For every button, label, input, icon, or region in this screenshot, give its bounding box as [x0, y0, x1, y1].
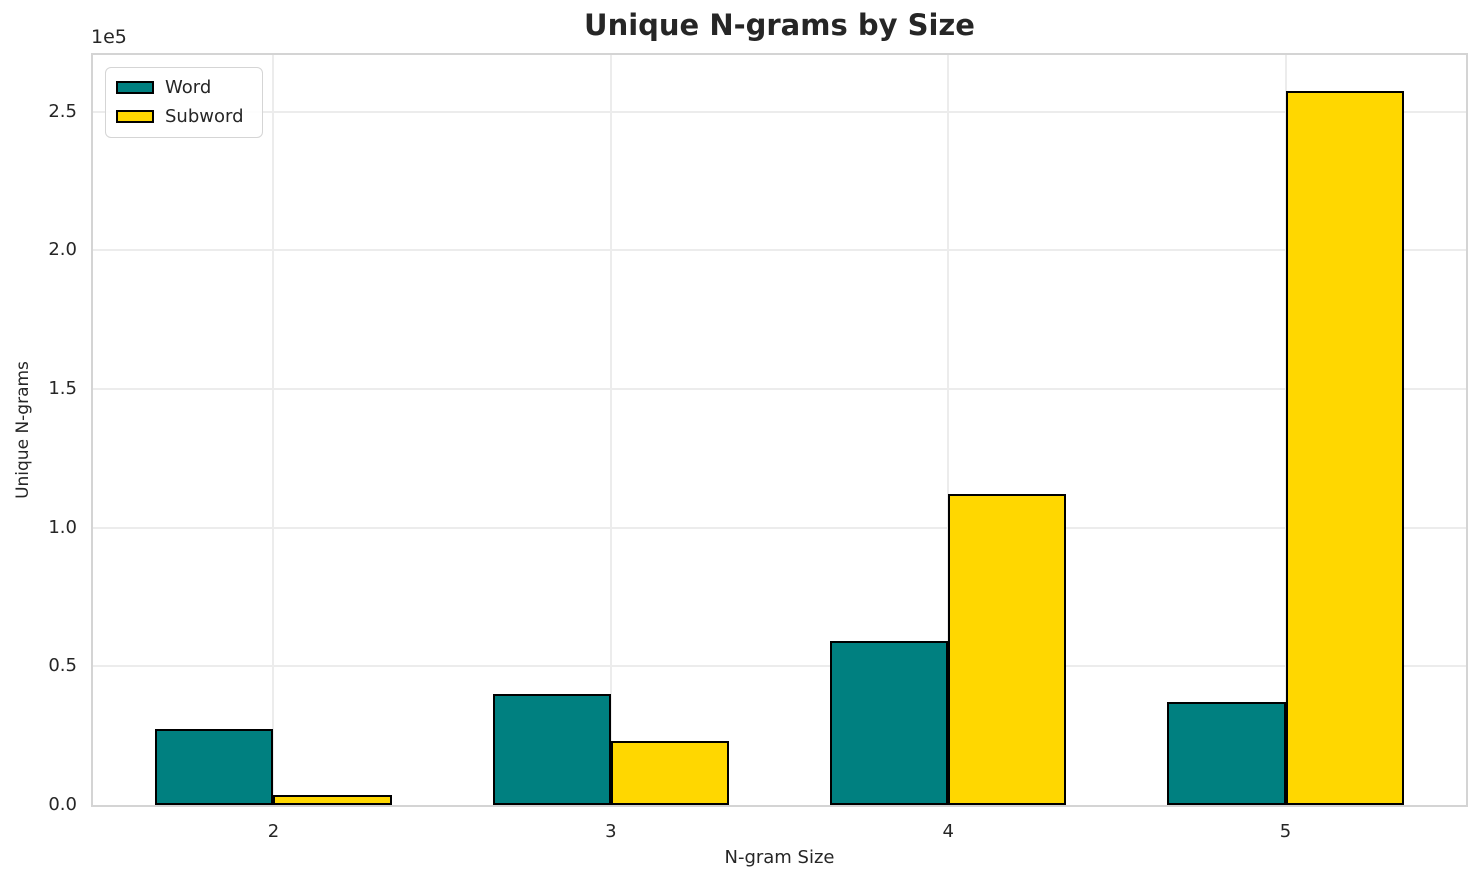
- word-swatch-icon: [116, 81, 154, 95]
- y-axis-offset-text: 1e5: [91, 26, 127, 48]
- x-tick-label: 4: [942, 821, 954, 842]
- gridline-horizontal: [93, 110, 1466, 113]
- y-tick-label: 1.0: [48, 516, 77, 538]
- gridline-vertical: [272, 55, 275, 805]
- y-tick-label: 0.0: [48, 794, 77, 815]
- gridline-horizontal: [93, 665, 1466, 668]
- bar-word-2: [155, 728, 274, 805]
- y-tick-label: 0.5: [48, 655, 77, 677]
- bar-word-3: [492, 694, 611, 805]
- plot-area: Word Subword: [91, 53, 1468, 807]
- legend-label-subword: Subword: [165, 105, 244, 127]
- gridline-horizontal: [93, 526, 1466, 529]
- subword-swatch-icon: [116, 110, 154, 124]
- bar-word-5: [1167, 702, 1286, 805]
- legend-item-word: Word: [116, 78, 244, 98]
- gridline-horizontal: [93, 249, 1466, 252]
- x-tick-label: 3: [605, 821, 617, 842]
- chart-title: Unique N-grams by Size: [584, 8, 975, 42]
- y-tick-label: 2.0: [48, 239, 77, 261]
- bar-word-4: [830, 641, 949, 805]
- legend-label-word: Word: [165, 77, 212, 98]
- legend-item-subword: Subword: [116, 105, 244, 127]
- gridline-vertical: [947, 55, 950, 805]
- gridline-horizontal: [93, 387, 1466, 390]
- y-tick-label: 1.5: [48, 377, 77, 399]
- legend: Word Subword: [105, 67, 263, 138]
- x-axis-label: N-gram Size: [724, 847, 835, 868]
- x-tick-label: 2: [267, 821, 280, 842]
- bar-subword-5: [1285, 90, 1404, 805]
- y-tick-label: 2.5: [48, 100, 77, 122]
- bar-subword-4: [948, 494, 1067, 805]
- bar-subword-2: [273, 795, 392, 805]
- bar-subword-3: [610, 741, 729, 805]
- gridline-vertical: [609, 55, 612, 805]
- x-tick-label: 5: [1279, 821, 1292, 842]
